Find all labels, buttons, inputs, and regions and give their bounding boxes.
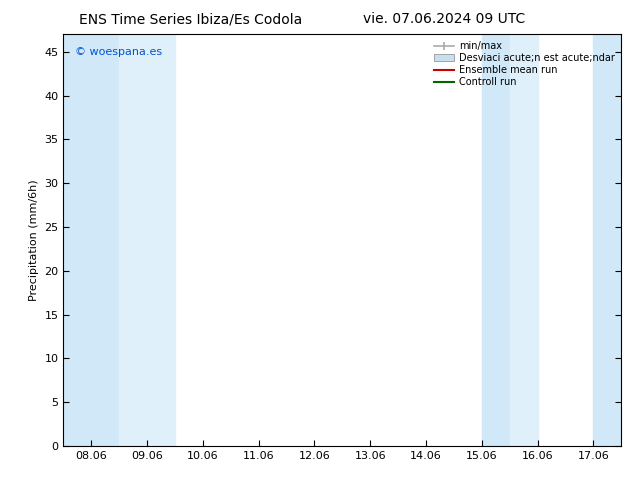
- Text: vie. 07.06.2024 09 UTC: vie. 07.06.2024 09 UTC: [363, 12, 525, 26]
- Y-axis label: Precipitation (mm/6h): Precipitation (mm/6h): [29, 179, 39, 301]
- Bar: [593, 34, 621, 446]
- Text: ENS Time Series Ibiza/Es Codola: ENS Time Series Ibiza/Es Codola: [79, 12, 302, 26]
- Bar: [119, 34, 175, 446]
- Legend: min/max, Desviaci acute;n est acute;ndar, Ensemble mean run, Controll run: min/max, Desviaci acute;n est acute;ndar…: [432, 39, 616, 89]
- Bar: [63, 34, 119, 446]
- Bar: [510, 34, 538, 446]
- Bar: [482, 34, 510, 446]
- Text: © woespana.es: © woespana.es: [75, 47, 162, 57]
